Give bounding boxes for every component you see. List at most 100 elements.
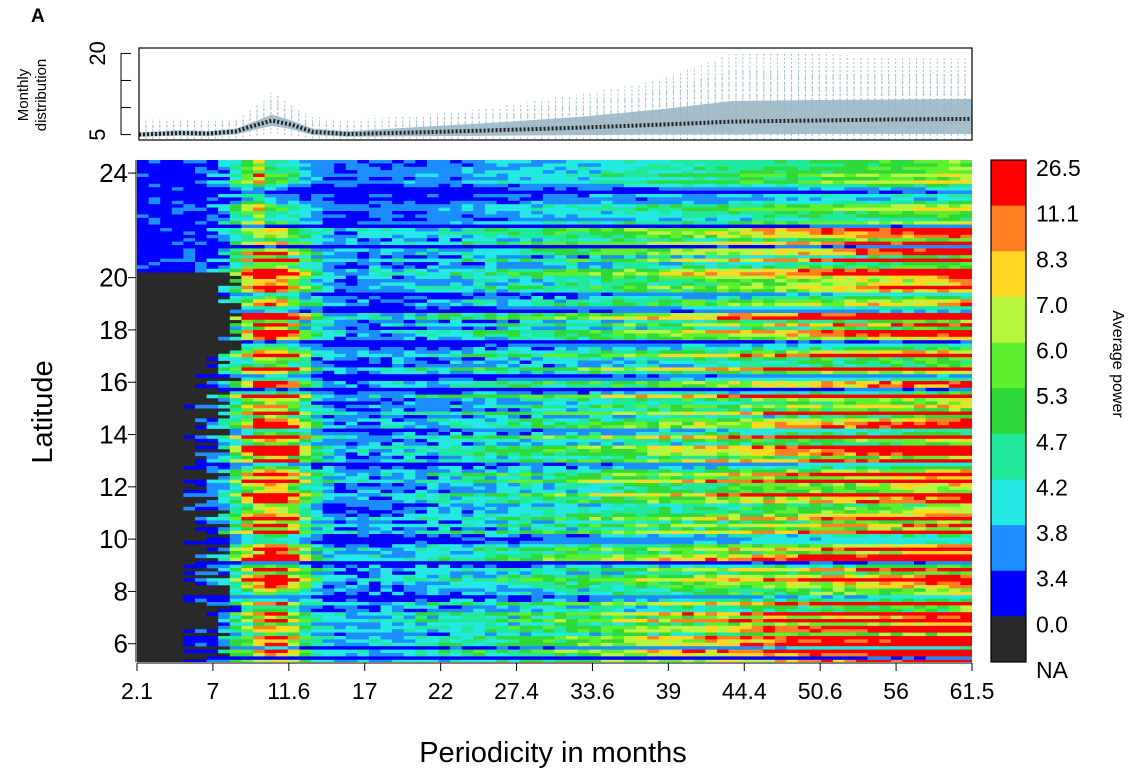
heatmap-cell	[229, 316, 242, 321]
heatmap-cell	[635, 489, 648, 494]
heatmap-cell	[473, 163, 497, 168]
heatmap-cell	[531, 313, 544, 317]
heatmap-cell	[426, 299, 451, 304]
heatmap-cell	[832, 503, 845, 508]
heatmap-cell	[496, 551, 521, 555]
heatmap-cell	[496, 173, 509, 178]
heatmap-cell	[925, 299, 938, 304]
heatmap-cell	[357, 496, 370, 501]
heatmap-cell	[647, 476, 660, 480]
heatmap-cell	[948, 275, 972, 280]
heatmap-cell	[856, 459, 868, 463]
heatmap-cell	[554, 279, 567, 283]
heatmap-cell	[902, 503, 926, 508]
heatmap-cell	[496, 479, 509, 484]
heatmap-cell	[867, 299, 892, 304]
heatmap-cell	[450, 275, 463, 280]
heatmap-cell	[253, 336, 265, 341]
heatmap-cell	[461, 517, 486, 521]
heatmap-cell	[589, 330, 602, 334]
heatmap-cell	[519, 211, 532, 215]
heatmap-cell	[751, 279, 776, 283]
heatmap-cell	[264, 544, 289, 548]
heatmap-cell	[716, 241, 753, 246]
heatmap-cell	[415, 493, 428, 497]
heatmap-cell	[496, 544, 509, 548]
heatmap-cell	[902, 234, 915, 239]
heatmap-cell	[867, 231, 892, 236]
heatmap-cell	[902, 221, 915, 225]
heatmap-cell	[844, 163, 868, 168]
heatmap-cell	[902, 384, 915, 389]
heatmap-cell	[624, 173, 660, 178]
heatmap-cell	[670, 449, 683, 453]
heatmap-cell	[925, 418, 961, 423]
heatmap-cell	[322, 544, 335, 548]
heatmap-cell	[241, 394, 300, 399]
heatmap-cell	[890, 483, 926, 487]
heatmap-cell	[450, 506, 463, 511]
heatmap-cell	[658, 581, 671, 586]
heatmap-cell	[461, 530, 474, 535]
heatmap-cell	[740, 173, 787, 178]
heatmap-cell	[253, 585, 265, 589]
heatmap-cell	[264, 486, 289, 491]
heatmap-cell	[890, 418, 903, 423]
heatmap-cell	[380, 415, 405, 419]
heatmap-cell	[867, 506, 892, 511]
heatmap-cell	[774, 438, 799, 443]
heatmap-cell	[914, 398, 926, 402]
heatmap-cell	[867, 326, 892, 331]
heatmap-cell	[566, 279, 579, 283]
heatmap-cell	[508, 313, 521, 317]
heatmap-cell	[403, 476, 416, 480]
heatmap-cell	[879, 357, 892, 361]
heatmap-cell	[600, 513, 613, 518]
heatmap-cell	[345, 282, 358, 287]
heatmap-cell	[392, 605, 405, 610]
heatmap-cell	[461, 513, 474, 518]
heatmap-cell	[763, 367, 972, 372]
heatmap-cell	[589, 173, 602, 178]
heatmap-cell	[589, 251, 637, 256]
heatmap-cell	[218, 493, 231, 497]
heatmap-cell	[218, 357, 242, 361]
heatmap-cell	[542, 598, 567, 603]
heatmap-cell	[171, 207, 207, 212]
heatmap-cell	[438, 496, 451, 501]
heatmap-cell	[670, 238, 683, 242]
heatmap-cell	[960, 262, 972, 266]
heatmap-cell	[311, 428, 323, 433]
heatmap-cell	[879, 177, 915, 181]
heatmap-cell	[322, 469, 335, 474]
heatmap-cell	[264, 231, 277, 236]
heatmap-cell	[589, 585, 602, 589]
heatmap-cell	[600, 442, 613, 446]
heatmap-cell	[577, 302, 590, 307]
heatmap-cell	[334, 554, 370, 559]
heatmap-cell	[832, 200, 868, 205]
heatmap-cell	[345, 381, 358, 385]
heatmap-cell	[740, 472, 753, 477]
heatmap-cell	[728, 207, 834, 212]
heatmap-cell	[647, 408, 660, 412]
heatmap-cell	[937, 214, 950, 219]
heatmap-cell	[322, 231, 335, 236]
heatmap-cell	[519, 432, 532, 436]
heatmap-cell	[403, 350, 416, 355]
heatmap-cell	[195, 425, 207, 429]
heatmap-cell	[426, 591, 439, 596]
heatmap-cell	[589, 326, 613, 331]
heatmap-cell	[647, 316, 660, 321]
heatmap-cell	[496, 489, 521, 494]
heatmap-cell	[531, 333, 555, 338]
heatmap-cell	[496, 391, 532, 395]
heatmap-cell	[821, 452, 834, 457]
heatmap-cell	[450, 496, 463, 501]
heatmap-cell	[658, 384, 683, 389]
heatmap-cell	[844, 245, 857, 249]
heatmap-cell	[438, 523, 451, 528]
heatmap-cell	[554, 204, 567, 208]
heatmap-cell	[693, 411, 706, 416]
heatmap-cell	[798, 466, 810, 470]
